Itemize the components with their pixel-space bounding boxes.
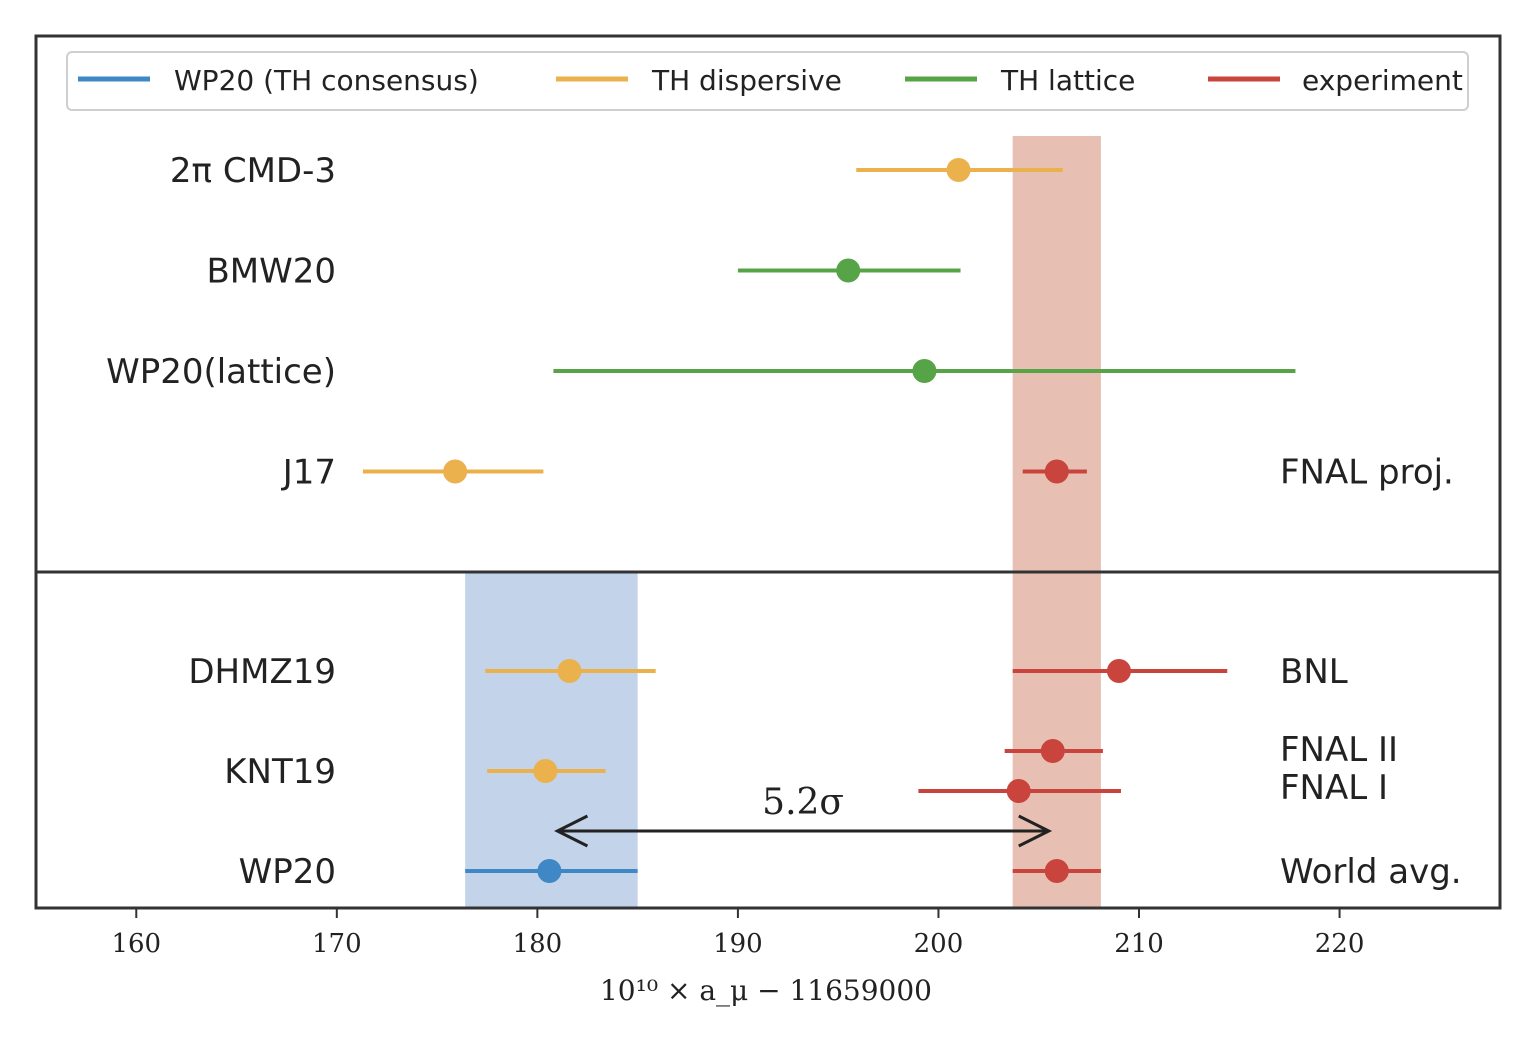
row-label: WP20(lattice) [106,352,336,392]
significance-annotation: 5.2σ [554,782,1053,848]
legend-box [66,51,1469,111]
row-label: BMW20 [206,252,336,292]
significance-text: 5.2σ [762,782,844,823]
x-tick-label: 160 [111,929,161,959]
x-tick-label: 180 [513,929,563,959]
arrow-head-right [1018,814,1053,848]
data-point [946,158,971,182]
error-bar-marks [362,158,1296,883]
data-point [443,459,468,484]
x-tick-label: 190 [713,929,763,959]
data-point [1044,859,1069,883]
plot-frame [34,34,1502,910]
axes-frames [34,34,1502,910]
row-labels: 2π CMD-3 BMW20 WP20(lattice) J17 FNAL proj. D… [106,151,1462,892]
row-label: WP20 [239,852,336,892]
experiment-label: World avg. [1280,852,1462,892]
row-label: DHMZ19 [188,652,336,692]
band [1012,136,1101,908]
data-point [1106,659,1131,683]
data-point [1044,459,1069,484]
x-tick-label: 210 [1114,929,1164,959]
data-point [533,759,558,783]
experiment-label: FNAL I [1280,768,1388,808]
legend: WP20 (TH consensus) TH dispersive TH latti… [66,51,1469,111]
data-point [836,258,861,283]
experiment-label: FNAL proj. [1280,453,1454,493]
legend-label: TH lattice [1000,64,1135,97]
x-axis-ticks: 160 170 180 190 200 210 220 [111,908,1364,959]
x-axis-label: 10¹⁰ × a_μ − 11659000 [600,974,932,1007]
data-point [557,659,582,683]
row-label: KNT19 [224,752,336,792]
x-tick-label: 220 [1315,929,1365,959]
data-point [1040,739,1065,763]
legend-label: WP20 (TH consensus) [174,64,479,97]
row-label: J17 [281,453,336,493]
experiment-label: FNAL II [1280,730,1398,770]
x-tick-label: 170 [312,929,362,959]
data-point [1006,779,1031,803]
band [465,572,638,908]
data-point [912,359,937,383]
x-tick-label: 200 [914,929,964,959]
legend-label: experiment [1302,64,1463,97]
data-point [537,859,562,883]
shaded-bands [465,136,1101,908]
row-label: 2π CMD-3 [170,151,336,191]
arrow-head-left [554,814,589,848]
experiment-label: BNL [1280,652,1348,692]
legend-label: TH dispersive [651,64,842,97]
